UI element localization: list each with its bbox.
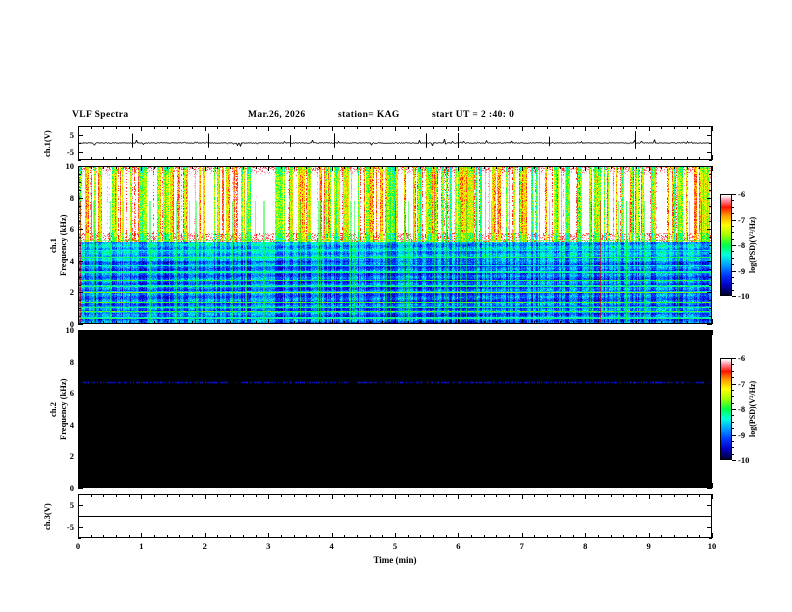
x-tick-label: 0 xyxy=(75,541,81,551)
ch1-volt-tick-label: 5 xyxy=(69,129,74,140)
x-tick-label: 8 xyxy=(583,541,588,551)
panel-ch1-voltage xyxy=(78,126,712,160)
ch2-colorbar-title: log(PSD)(V²/Hz) xyxy=(748,380,757,437)
ch2-colorbar-tick-label: -8 xyxy=(738,404,746,414)
ch1-colorbar-title: log(PSD)(V²/Hz) xyxy=(748,216,757,273)
ch3-voltage-trace xyxy=(79,495,711,537)
ch2-colorbar-gradient xyxy=(721,359,731,459)
x-tick-label: 4 xyxy=(329,541,334,551)
ch2-freq-tick-label: 6 xyxy=(69,388,74,399)
panel-ch3-voltage xyxy=(78,494,712,538)
x-tick-label: 7 xyxy=(519,541,524,551)
ch1-voltage-trace xyxy=(79,127,711,159)
ch2-colorbar-tick-label: -10 xyxy=(738,455,750,465)
ch1-colorbar-tick-label: -10 xyxy=(738,291,750,301)
ch1-spec-axis-title-freq: Frequency (kHz) xyxy=(58,214,68,276)
x-axis-title: Time (min) xyxy=(373,555,417,565)
ch2-spec-axis-title-freq: Frequency (kHz) xyxy=(58,378,68,440)
ch2-freq-tick-label: 10 xyxy=(65,325,75,335)
x-tick-label: 6 xyxy=(456,541,461,551)
x-tick-label: 10 xyxy=(707,541,717,551)
ch2-freq-tick-label: 8 xyxy=(69,356,74,367)
ch1-freq-tick-label: 2 xyxy=(69,287,74,298)
ch3-volt-tick-label: 5 xyxy=(69,500,74,510)
ch2-colorbar-tick-label: -7 xyxy=(738,378,746,389)
header-station: station= KAG xyxy=(338,110,400,120)
ch2-colorbar-tick-label: -9 xyxy=(738,429,746,440)
ch2-freq-tick-label: 2 xyxy=(69,451,74,462)
panel-ch2-spectrogram xyxy=(78,330,712,488)
ch1-colorbar-gradient xyxy=(721,195,731,295)
x-tick-label: 2 xyxy=(202,541,207,551)
ch3-volt-tick-label: -5 xyxy=(66,522,74,532)
ch1-colorbar-tick-label: -8 xyxy=(738,240,746,250)
ch1-voltage-axis-title: ch.1(V) xyxy=(42,129,52,157)
ch1-volt-tick-label: -5 xyxy=(66,146,74,157)
ch2-freq-tick-label: 4 xyxy=(69,419,74,430)
ch2-colorbar xyxy=(720,358,732,460)
ch1-freq-tick-label: 0 xyxy=(69,319,74,329)
ch2-spec-axis-title-ch: ch.2 xyxy=(48,401,58,417)
header-date: Mar.26, 2026 xyxy=(248,110,306,120)
ch1-colorbar xyxy=(720,194,732,296)
figure-title: VLF Spectra xyxy=(72,110,129,120)
x-tick-label: 3 xyxy=(266,541,271,551)
header-start-ut: start UT = 2 :40: 0 xyxy=(432,110,515,120)
ch1-colorbar-tick-label: -9 xyxy=(738,265,746,276)
x-tick-label: 5 xyxy=(392,541,398,551)
ch1-colorbar-tick-label: -7 xyxy=(738,214,746,225)
x-tick-label: 1 xyxy=(139,541,144,551)
ch1-colorbar-tick-label: -6 xyxy=(738,189,746,199)
ch2-spectrogram-image xyxy=(79,331,711,487)
ch1-spec-axis-title-ch: ch.1 xyxy=(48,237,58,253)
ch1-freq-tick-label: 6 xyxy=(69,224,74,235)
x-tick-label: 9 xyxy=(646,541,651,551)
ch3-voltage-axis-title: ch.3(V) xyxy=(42,502,52,530)
ch2-colorbar-tick-label: -6 xyxy=(738,353,746,363)
ch1-freq-tick-label: 10 xyxy=(65,161,75,171)
ch2-freq-tick-label: 0 xyxy=(69,483,74,493)
ch1-spectrogram-image xyxy=(79,167,711,323)
panel-ch1-spectrogram xyxy=(78,166,712,324)
ch1-freq-tick-label: 4 xyxy=(69,255,74,266)
ch1-freq-tick-label: 8 xyxy=(69,192,74,203)
